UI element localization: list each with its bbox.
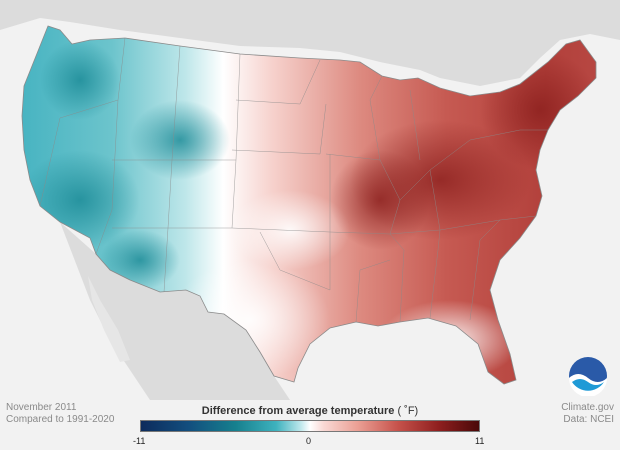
legend-mid-label: 0 — [306, 436, 312, 446]
legend-title: Difference from average temperature ( ˚F… — [140, 405, 480, 417]
legend-title-text: Difference from average temperature — [201, 405, 395, 417]
date-label: November 2011 — [6, 402, 77, 413]
map-credits: Climate.gov Data: NCEI — [561, 402, 614, 426]
canada-land — [0, 0, 620, 86]
state-boundaries — [39, 37, 548, 323]
map-caption: November 2011 Compared to 1991-2020 — [6, 402, 114, 426]
noaa-logo — [568, 356, 608, 401]
legend-min-label: -11 — [133, 436, 146, 446]
legend-max-label: 11 — [475, 436, 485, 446]
baja-peninsula — [88, 276, 130, 362]
legend-color-bar — [140, 420, 480, 432]
noaa-logo-mark — [569, 357, 607, 397]
source-label: Climate.gov — [561, 402, 614, 413]
legend-unit: ( ˚F) — [397, 405, 419, 417]
baseline-label: Compared to 1991-2020 — [6, 414, 115, 425]
mexico-land — [60, 222, 290, 400]
data-source-label: Data: NCEI — [563, 414, 614, 425]
